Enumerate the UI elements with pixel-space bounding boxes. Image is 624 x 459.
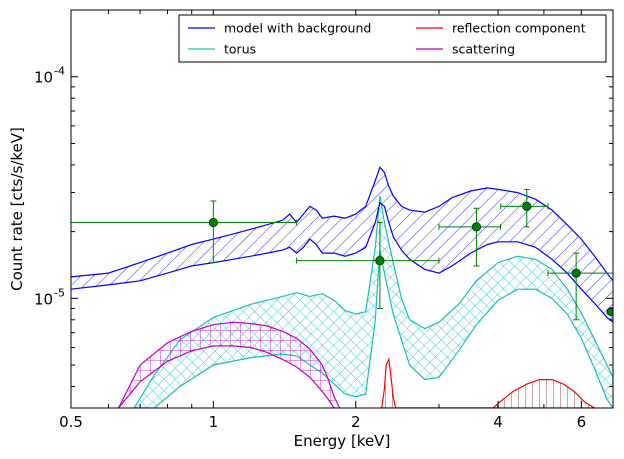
x-axis-label: Energy [keV] <box>294 432 391 450</box>
data-marker <box>208 217 218 228</box>
y-tick-exponent: -4 <box>54 65 65 78</box>
model-band-fill <box>71 167 613 323</box>
torus-upper-line <box>133 195 613 408</box>
legend-entry: scattering <box>416 42 515 57</box>
data-marker <box>522 201 532 211</box>
model-upper-line <box>71 166 613 282</box>
data-point-1 <box>71 200 298 264</box>
y-axis-label: Count rate [cts/s/keV] <box>8 127 26 291</box>
x-tick-label: 1 <box>209 413 219 431</box>
torus-band-fill <box>134 195 613 408</box>
legend-label: reflection component <box>452 21 586 36</box>
data-marker <box>571 268 581 278</box>
data-marker <box>471 222 482 232</box>
scattering-lower-line <box>118 345 340 408</box>
y-tick-label: 10 -4 <box>34 65 65 87</box>
legend-label: model with background <box>224 21 371 36</box>
data-point-5 <box>547 252 613 321</box>
x-tick-label: 6 <box>577 413 587 431</box>
reflection-upper-line <box>381 357 595 408</box>
y-tick-exponent: -5 <box>54 286 65 299</box>
legend-entry: reflection component <box>416 21 586 36</box>
legend-label: scattering <box>452 42 515 57</box>
model-lower-line <box>71 201 613 323</box>
y-tick-label: 10 -5 <box>34 286 65 308</box>
legend-box <box>178 14 607 63</box>
reflection-band-fill <box>381 359 595 408</box>
legend-entry: torus <box>188 42 256 57</box>
data-point-4 <box>500 188 549 228</box>
legend-label: torus <box>224 42 256 57</box>
y-tick-base: 10 <box>34 290 53 308</box>
x-tick-label: 0.5 <box>59 413 83 431</box>
scattering-band-fill <box>118 322 340 408</box>
legend: model with background torus reflection com… <box>178 14 607 63</box>
data-point-3 <box>438 207 502 267</box>
data-point-6 <box>606 307 613 317</box>
legend-entry: model with background <box>188 21 371 36</box>
data-marker <box>375 255 385 266</box>
x-tick-label: 4 <box>493 413 503 431</box>
y-tick-base: 10 <box>34 69 53 87</box>
plot-frame <box>70 9 614 409</box>
data-marker <box>606 307 613 317</box>
data-point-2 <box>296 221 440 309</box>
x-tick-label: 2 <box>351 413 361 431</box>
scattering-upper-line <box>117 321 341 408</box>
